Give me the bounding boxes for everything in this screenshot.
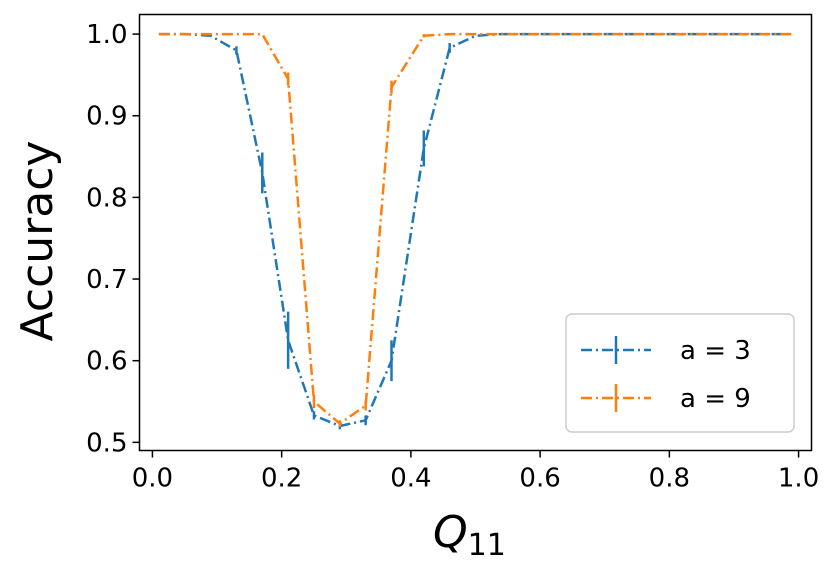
series-2	[158, 32, 793, 427]
legend-label: a = 3	[680, 336, 751, 366]
x-tick-label: 1.0	[778, 464, 819, 494]
legend-item: a = 3	[581, 336, 751, 366]
x-tick-label: 0.6	[519, 464, 560, 494]
x-axis-title-subscript: 11	[468, 528, 506, 563]
y-tick-label: 0.5	[86, 428, 127, 458]
y-axis-ticks: 0.5 0.6 0.7 0.8 0.9 1.0	[86, 20, 140, 458]
x-tick-label: 0.8	[649, 464, 690, 494]
y-tick-label: 0.7	[86, 265, 127, 295]
plot-area	[158, 32, 793, 430]
series-line	[158, 32, 793, 426]
x-axis-ticks: 0.0 0.2 0.4 0.6 0.8 1.0	[132, 450, 819, 494]
x-tick-label: 0.4	[390, 464, 431, 494]
x-tick-label: 0.0	[132, 464, 173, 494]
y-tick-label: 0.9	[86, 102, 127, 132]
legend-box	[565, 313, 795, 433]
x-tick-label: 0.2	[261, 464, 302, 494]
y-axis-title: Accuracy	[12, 141, 63, 342]
legend-label: a = 9	[680, 384, 751, 414]
x-axis-title-main: Q	[433, 507, 468, 558]
y-tick-label: 0.8	[86, 183, 127, 213]
plot-frame	[138, 13, 813, 452]
x-axis-title: Q11	[433, 507, 506, 563]
legend: a = 3 a = 9	[565, 313, 795, 433]
y-tick-label: 0.6	[86, 347, 127, 377]
legend-item: a = 9	[581, 384, 751, 414]
y-tick-label: 1.0	[86, 20, 127, 50]
